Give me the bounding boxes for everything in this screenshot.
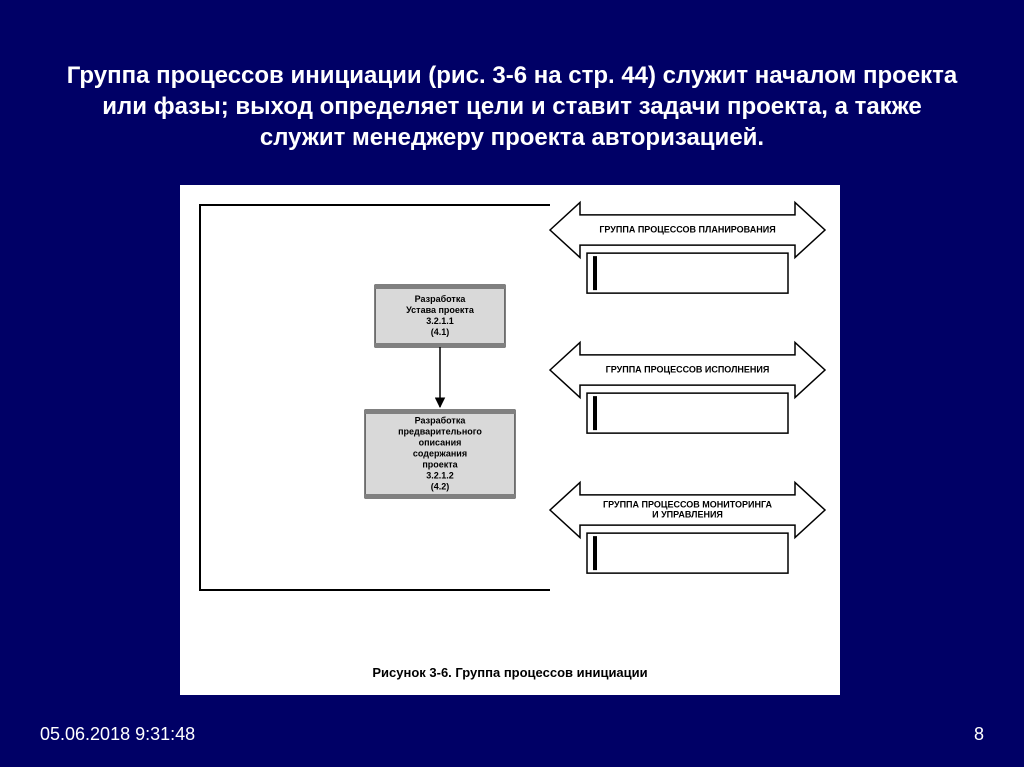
- footer-page: 8: [974, 724, 984, 745]
- svg-text:ГРУППА ПРОЦЕССОВ ИСПОЛНЕНИЯ: ГРУППА ПРОЦЕССОВ ИСПОЛНЕНИЯ: [606, 364, 770, 374]
- svg-text:3.2.1.2: 3.2.1.2: [426, 470, 454, 480]
- diagram-svg: РазработкаУстава проекта3.2.1.1(4.1)Разр…: [180, 185, 840, 695]
- svg-text:Разработка: Разработка: [415, 415, 467, 425]
- svg-text:3.2.1.1: 3.2.1.1: [426, 316, 454, 326]
- svg-text:Устава проекта: Устава проекта: [406, 305, 475, 315]
- footer-date: 05.06.2018 9:31:48: [40, 724, 195, 745]
- svg-text:И УПРАВЛЕНИЯ: И УПРАВЛЕНИЯ: [652, 509, 723, 519]
- slide: Группа процессов инициации (рис. 3-6 на …: [0, 0, 1024, 767]
- svg-text:содержания: содержания: [413, 448, 467, 458]
- figure-caption: Рисунок 3-6. Группа процессов инициации: [180, 665, 840, 680]
- svg-text:описания: описания: [419, 437, 462, 447]
- svg-text:ГРУППА ПРОЦЕССОВ МОНИТОРИНГА: ГРУППА ПРОЦЕССОВ МОНИТОРИНГА: [603, 499, 772, 509]
- svg-text:Разработка: Разработка: [415, 294, 467, 304]
- svg-text:ГРУППА ПРОЦЕССОВ ПЛАНИРОВАНИЯ: ГРУППА ПРОЦЕССОВ ПЛАНИРОВАНИЯ: [599, 224, 775, 234]
- svg-text:проекта: проекта: [422, 459, 458, 469]
- figure-panel: РазработкаУстава проекта3.2.1.1(4.1)Разр…: [180, 185, 840, 695]
- svg-text:предварительного: предварительного: [398, 426, 482, 436]
- svg-text:(4.1): (4.1): [431, 327, 450, 337]
- svg-text:(4.2): (4.2): [431, 481, 450, 491]
- slide-title: Группа процессов инициации (рис. 3-6 на …: [60, 60, 964, 154]
